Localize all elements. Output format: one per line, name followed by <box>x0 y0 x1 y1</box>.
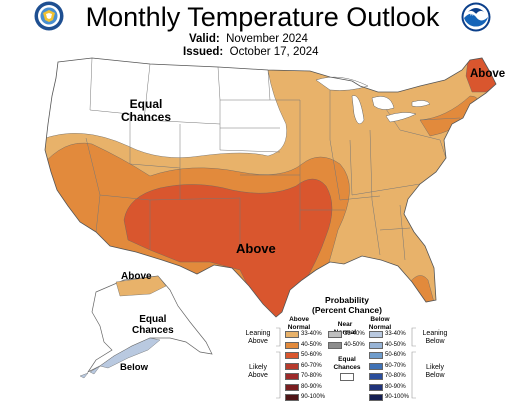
label-equal-chances-west: Equal Chances <box>121 97 172 124</box>
legend-pct-below-6: 80-90% <box>385 383 406 390</box>
aleutian-islands <box>79 365 101 379</box>
alaska-map <box>79 275 213 379</box>
valid-label: Valid: <box>189 33 220 45</box>
legend-swatch-above-4 <box>285 362 299 370</box>
legend-col-below: Below Normal <box>368 316 392 331</box>
conus-outline <box>44 57 497 318</box>
label-above-maine: Above <box>470 68 506 80</box>
legend-pct-above-5: 70-80% <box>301 373 322 379</box>
great-lakes <box>315 76 431 125</box>
legend-swatch-near-1 <box>328 331 342 338</box>
legend-pct-below-4: 60-70% <box>385 362 406 369</box>
legend-col-near: Near Normal <box>333 321 357 336</box>
legend-swatch-above-2 <box>285 341 299 349</box>
legend-likely-below: Likely Below <box>425 364 445 379</box>
label-equal-chances-alaska: Equal Chances <box>132 314 174 336</box>
legend-pct-below-7: 90-100% <box>385 394 410 400</box>
legend-pct-near-1: 33-40% <box>344 331 365 337</box>
legend-swatch-above-6 <box>285 383 299 391</box>
legend-pct-above-4: 60-70% <box>301 362 322 369</box>
legend-col-above: Above Normal <box>287 316 311 331</box>
valid-line: Valid: November 2024 <box>189 33 308 46</box>
alaska-above-region <box>115 275 167 297</box>
noaa-logo-icon: NOAA <box>461 2 491 32</box>
legend-pct-above-1: 33-40% <box>301 331 322 337</box>
page-title: Monthly Temperature Outlook <box>85 2 440 32</box>
alaska-below-region <box>99 337 161 369</box>
legend-swatch-above-5 <box>285 373 299 380</box>
legend-swatch-below-5 <box>369 373 383 380</box>
legend-pct-below-3: 50-60% <box>385 352 406 358</box>
legend-swatch-below-6 <box>369 383 383 391</box>
legend-swatch-below-1 <box>369 331 383 338</box>
above-40-50-florida-region <box>409 275 435 303</box>
label-below-alaska: Below <box>120 362 148 373</box>
legend-swatch-below-3 <box>369 352 383 359</box>
legend-title: Probability (Percent Chance) <box>312 295 382 315</box>
issued-label: Issued: <box>183 46 224 58</box>
issued-value: October 17, 2024 <box>229 46 319 58</box>
legend-likely-above: Likely Above <box>248 364 268 379</box>
legend-pct-above-2: 40-50% <box>301 341 322 348</box>
legend-pct-below-2: 40-50% <box>385 341 406 348</box>
legend-leaning-below: Leaning Below <box>422 330 448 345</box>
legend-equal-chances-swatch <box>340 373 354 381</box>
valid-value: November 2024 <box>226 33 308 45</box>
commerce-seal-icon <box>34 1 64 31</box>
issued-line: Issued: October 17, 2024 <box>183 46 319 59</box>
legend-swatch-below-7 <box>369 394 383 401</box>
legend-pct-below-1: 33-40% <box>385 331 406 337</box>
legend-pct-below-5: 70-80% <box>385 373 406 379</box>
noaa-logo-text: NOAA <box>470 12 482 17</box>
state-boundaries <box>85 57 461 261</box>
legend-swatch-below-4 <box>369 362 383 370</box>
legend-swatch-above-3 <box>285 352 299 359</box>
label-above-center: Above <box>236 241 276 256</box>
label-above-alaska: Above <box>121 271 152 282</box>
legend-pct-above-6: 80-90% <box>301 383 322 390</box>
legend-swatch-near-2 <box>328 341 342 349</box>
legend-swatch-above-1 <box>285 331 299 338</box>
legend-pct-above-3: 50-60% <box>301 352 322 358</box>
legend-pct-near-2: 40-50% <box>344 341 365 348</box>
legend-pct-above-7: 90-100% <box>301 394 326 400</box>
legend-swatch-above-7 <box>285 394 299 401</box>
legend-equal-chances-label: Equal Chances <box>333 356 361 371</box>
alaska-land <box>86 275 213 373</box>
legend-swatch-below-2 <box>369 341 383 349</box>
legend-leaning-above: Leaning Above <box>245 330 271 345</box>
